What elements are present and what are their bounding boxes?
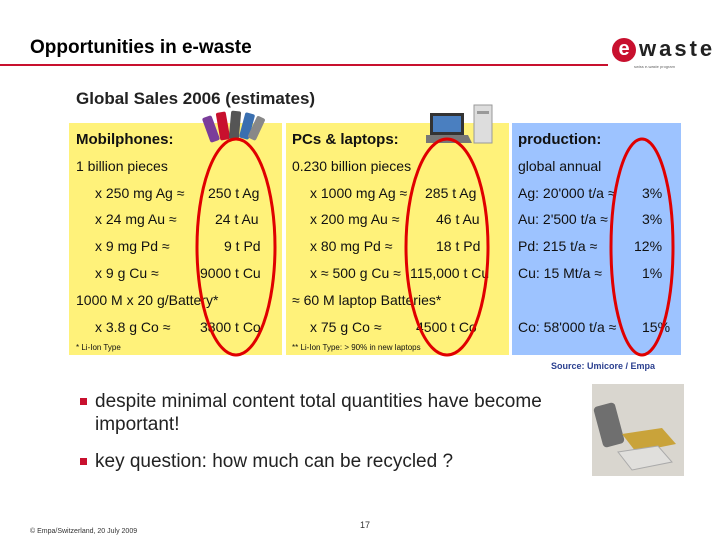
panel2-note: ** Li-Ion Type: > 90% in new laptops <box>292 343 421 352</box>
panel3-row-left: Pd: 215 t/a ≈ <box>518 238 598 254</box>
panel2-row-left: x 80 mg Pd ≈ <box>310 238 393 254</box>
logo-word: waste <box>639 36 716 61</box>
panel1-row-left: x 24 mg Au ≈ <box>95 211 177 227</box>
panel2-battery: ≈ 60 M laptop Batteries* <box>292 292 442 308</box>
panel3-intro: global annual <box>518 158 602 174</box>
panel1-row-right: 250 t Ag <box>208 185 260 201</box>
panel2-heading: PCs & laptops: <box>292 131 399 148</box>
panel1-heading: Mobilphones: <box>76 131 174 148</box>
panel3-row-right: 3% <box>642 211 663 227</box>
panel1-co-left: x 3.8 g Co ≈ <box>95 319 171 335</box>
panel2-row-left: x 200 mg Au ≈ <box>310 211 400 227</box>
panel2-co-right: 4500 t Co <box>416 319 477 335</box>
ellipse-pc-results <box>404 137 490 357</box>
panel2-row-right: 115,000 t Cu <box>410 265 490 281</box>
logo-e-mark: e <box>612 38 636 62</box>
panel1-row-left: x 9 g Cu ≈ <box>95 265 159 281</box>
source-credit: Source: Umicore / Empa <box>551 361 656 371</box>
ellipse-production-share <box>609 137 675 357</box>
mobile-phones-image <box>202 110 265 143</box>
gold-bars-image <box>592 384 684 476</box>
section-subtitle: Global Sales 2006 (estimates) <box>76 89 316 108</box>
panel2-row-left: x ≈ 500 g Cu ≈ <box>310 265 401 281</box>
production-panel <box>512 123 681 355</box>
panel2-row-left: x 1000 mg Ag ≈ <box>310 185 408 201</box>
title-rule <box>0 64 608 66</box>
panel3-row-right: 1% <box>642 265 663 281</box>
panel3-co-left: Co: 58'000 t/a ≈ <box>518 319 617 335</box>
logo-tagline: swiss e-waste program <box>634 64 675 69</box>
bullet-text: key question: how much can be recycled ? <box>95 451 454 472</box>
panel3-row-right: 12% <box>634 238 663 254</box>
panel2-intro: 0.230 billion pieces <box>292 158 412 174</box>
panel3-row-left: Ag: 20'000 t/a ≈ <box>518 185 616 201</box>
panel1-row-right: 9 t Pd <box>224 238 261 254</box>
panel1-row-left: x 9 mg Pd ≈ <box>95 238 170 254</box>
panel1-row-left: x 250 mg Ag ≈ <box>95 185 185 201</box>
bullet-text: despite minimal content total quantities… <box>95 391 542 435</box>
bullet-marker <box>80 458 87 465</box>
bullet-item: key question: how much can be recycled ? <box>80 450 550 473</box>
ellipse-mobil-results <box>195 137 277 357</box>
panel1-row-right: 9000 t Cu <box>200 265 261 281</box>
bullet-item: despite minimal content total quantities… <box>80 390 550 436</box>
panel2-row-right: 285 t Ag <box>425 185 477 201</box>
panel1-co-right: 3800 t Co <box>200 319 261 335</box>
ewaste-logo: e waste swiss e-waste program <box>612 36 716 72</box>
panel3-row-left: Cu: 15 Mt/a ≈ <box>518 265 602 281</box>
panel3-heading: production: <box>518 131 602 148</box>
panel3-row-right: 3% <box>642 185 663 201</box>
mobilphones-panel <box>69 123 282 355</box>
footer-copyright: © Empa/Switzerland, 20 July 2009 <box>30 528 138 535</box>
panel2-co-left: x 75 g Co ≈ <box>310 319 382 335</box>
panel1-battery: 1000 M x 20 g/Battery* <box>76 292 219 308</box>
panel2-row-right: 46 t Au <box>436 211 480 227</box>
bullet-marker <box>80 398 87 405</box>
panel3-row-left: Au: 2'500 t/a ≈ <box>518 211 608 227</box>
panel1-note: * Li-Ion Type <box>76 343 121 352</box>
panel2-row-right: 18 t Pd <box>436 238 481 254</box>
slide-title: Opportunities in e-waste <box>30 37 252 58</box>
page-number: 17 <box>360 520 371 530</box>
panel1-intro: 1 billion pieces <box>76 158 168 174</box>
panel1-row-right: 24 t Au <box>215 211 259 227</box>
